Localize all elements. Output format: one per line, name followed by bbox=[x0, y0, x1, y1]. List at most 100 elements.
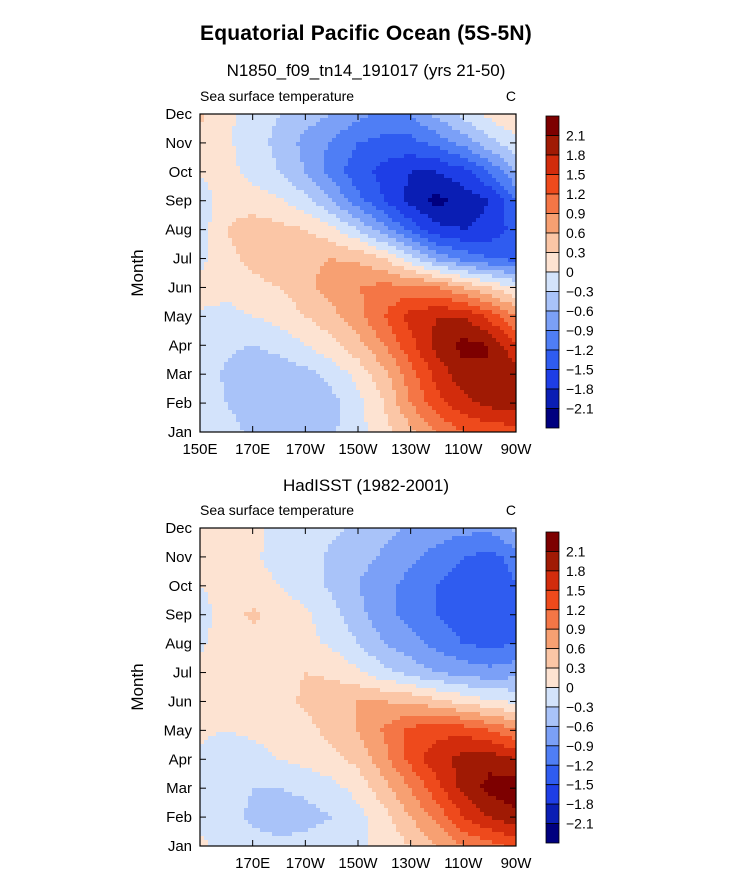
panel1-field-cell bbox=[308, 302, 313, 307]
panel1-field-cell bbox=[360, 242, 365, 247]
panel1-field-cell bbox=[200, 294, 205, 299]
panel1-field-cell bbox=[496, 114, 501, 119]
panel1-field-cell bbox=[244, 118, 249, 123]
panel1-field-cell bbox=[308, 250, 313, 255]
panel1-field-cell bbox=[260, 350, 265, 355]
panel1-field-cell bbox=[248, 310, 253, 315]
panel1-field-cell bbox=[336, 154, 341, 159]
panel1-field-cell bbox=[288, 314, 293, 319]
panel1-field-cell bbox=[464, 234, 469, 239]
panel1-field-cell bbox=[464, 198, 469, 203]
panel1-field-cell bbox=[304, 210, 309, 215]
panel1-field-cell bbox=[228, 202, 233, 207]
panel1-field-cell bbox=[308, 294, 313, 299]
panel1-field-cell bbox=[508, 218, 513, 223]
panel1-field-cell bbox=[264, 262, 269, 267]
panel1-field-cell bbox=[264, 214, 269, 219]
panel1-field-cell bbox=[212, 294, 217, 299]
panel1-field-cell bbox=[264, 162, 269, 167]
panel1-field-cell bbox=[416, 262, 421, 267]
panel1-field-cell bbox=[216, 358, 221, 363]
panel1-field-cell bbox=[284, 318, 289, 323]
panel1-field-cell bbox=[228, 342, 233, 347]
panel1-field-cell bbox=[444, 158, 449, 163]
panel1-field-cell bbox=[492, 150, 497, 155]
panel1-field-cell bbox=[276, 354, 281, 359]
panel1-field-cell bbox=[340, 330, 345, 335]
panel1-field-cell bbox=[340, 238, 345, 243]
panel1-field-cell bbox=[316, 134, 321, 139]
panel1-field-cell bbox=[236, 154, 241, 159]
panel1-field-cell bbox=[356, 158, 361, 163]
panel1-field-cell bbox=[364, 242, 369, 247]
panel1-field-cell bbox=[260, 194, 265, 199]
panel1-field-cell bbox=[276, 206, 281, 211]
panel1-field-cell bbox=[452, 194, 457, 199]
panel1-field-cell bbox=[332, 146, 337, 151]
panel1-field-cell bbox=[392, 322, 397, 327]
panel1-field-cell bbox=[460, 158, 465, 163]
panel1-field-cell bbox=[252, 302, 257, 307]
panel1-field-cell bbox=[332, 266, 337, 271]
panel1-field-cell bbox=[272, 174, 277, 179]
panel1-field-cell bbox=[460, 270, 465, 275]
panel1-field-cell bbox=[360, 278, 365, 283]
panel1-field-cell bbox=[456, 198, 461, 203]
panel1-field-cell bbox=[488, 170, 493, 175]
panel1-field-cell bbox=[356, 238, 361, 243]
panel1-field-cell bbox=[388, 150, 393, 155]
panel1-field-cell bbox=[504, 214, 509, 219]
panel1-field-cell bbox=[512, 134, 516, 139]
panel1-field-cell bbox=[292, 342, 297, 347]
panel1-field-cell bbox=[392, 262, 397, 267]
panel1-field-cell bbox=[252, 306, 257, 311]
panel1-field-cell bbox=[376, 318, 381, 323]
panel1-field-cell bbox=[480, 230, 485, 235]
panel1-field-cell bbox=[304, 114, 309, 119]
panel1-field-cell bbox=[504, 290, 509, 295]
panel1-field-cell bbox=[244, 178, 249, 183]
panel1-field-cell bbox=[240, 230, 245, 235]
panel1-field-cell bbox=[316, 154, 321, 159]
panel1-field-cell bbox=[384, 154, 389, 159]
panel1-field-cell bbox=[364, 170, 369, 175]
panel1-field-cell bbox=[356, 298, 361, 303]
panel1-field-cell bbox=[416, 214, 421, 219]
panel1-field-cell bbox=[256, 170, 261, 175]
panel1-field-cell bbox=[228, 282, 233, 287]
panel1-field-cell bbox=[216, 222, 221, 227]
panel1-field-cell bbox=[312, 190, 317, 195]
panel1-field-cell bbox=[316, 238, 321, 243]
panel1-field-cell bbox=[284, 338, 289, 343]
panel1-field-cell bbox=[452, 158, 457, 163]
panel1-field-cell bbox=[396, 342, 401, 347]
panel1-field-cell bbox=[452, 358, 457, 363]
panel1-field-cell bbox=[388, 206, 393, 211]
panel1-field-cell bbox=[268, 130, 273, 135]
panel1-field-cell bbox=[340, 262, 345, 267]
panel1-field-cell bbox=[360, 318, 365, 323]
panel1-field-cell bbox=[464, 174, 469, 179]
panel1-field-cell bbox=[400, 202, 405, 207]
panel1-field-cell bbox=[300, 174, 305, 179]
panel1-field-cell bbox=[392, 286, 397, 291]
panel1-field-cell bbox=[400, 330, 405, 335]
panel1-field-cell bbox=[496, 310, 501, 315]
panel1-field-cell bbox=[444, 338, 449, 343]
panel1-field-cell bbox=[252, 138, 257, 143]
panel1-field-cell bbox=[316, 334, 321, 339]
panel1-field-cell bbox=[296, 254, 301, 259]
panel1-field-cell bbox=[280, 194, 285, 199]
panel1-field-cell bbox=[300, 326, 305, 331]
panel1-field-cell bbox=[240, 234, 245, 239]
panel1-field-cell bbox=[208, 342, 213, 347]
panel1-field-cell bbox=[264, 310, 269, 315]
panel1-field-cell bbox=[208, 146, 213, 151]
panel1-field-cell bbox=[372, 282, 377, 287]
panel1-field-cell bbox=[380, 262, 385, 267]
panel1-field-cell bbox=[436, 138, 441, 143]
panel1-field-cell bbox=[408, 154, 413, 159]
panel1-field-cell bbox=[280, 358, 285, 363]
panel1-field-cell bbox=[240, 266, 245, 271]
panel1-field-cell bbox=[460, 214, 465, 219]
